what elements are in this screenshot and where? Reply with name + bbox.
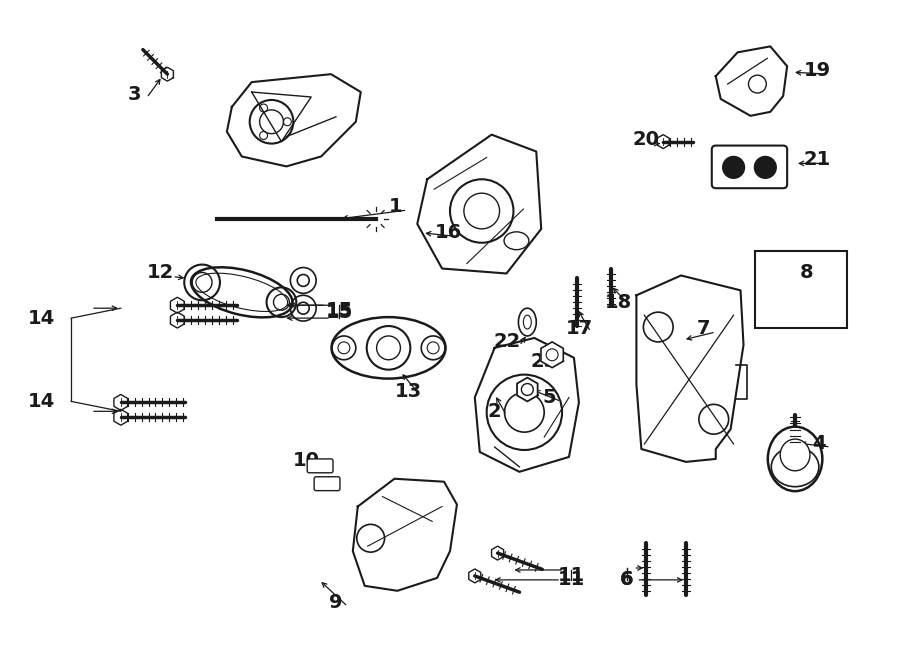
Ellipse shape — [780, 439, 810, 471]
Polygon shape — [353, 479, 457, 591]
Text: 22: 22 — [494, 332, 521, 352]
Text: 9: 9 — [329, 593, 343, 612]
Bar — [755, 251, 847, 328]
Ellipse shape — [768, 427, 823, 491]
Ellipse shape — [518, 308, 536, 336]
Text: 10: 10 — [292, 451, 320, 471]
Text: 8: 8 — [800, 263, 814, 282]
Text: 3: 3 — [128, 85, 141, 104]
Polygon shape — [475, 338, 579, 472]
Text: 6: 6 — [620, 570, 634, 590]
Text: 13: 13 — [395, 382, 422, 401]
Text: 16: 16 — [435, 223, 462, 243]
Ellipse shape — [771, 447, 819, 486]
Text: 1: 1 — [389, 196, 402, 215]
Text: 5: 5 — [543, 388, 556, 407]
Text: 2: 2 — [488, 402, 501, 421]
FancyBboxPatch shape — [307, 459, 333, 473]
Text: 20: 20 — [633, 130, 660, 149]
Text: 15: 15 — [325, 303, 353, 322]
Polygon shape — [541, 342, 563, 368]
Text: 17: 17 — [565, 319, 592, 338]
Text: 18: 18 — [605, 293, 632, 312]
Text: 12: 12 — [147, 263, 174, 282]
Circle shape — [723, 157, 744, 178]
Text: 4: 4 — [812, 434, 825, 453]
Polygon shape — [517, 377, 537, 401]
FancyBboxPatch shape — [712, 145, 788, 188]
Text: 11: 11 — [557, 566, 585, 586]
Text: 6: 6 — [620, 570, 634, 590]
FancyBboxPatch shape — [314, 477, 340, 490]
Text: 23: 23 — [531, 352, 558, 371]
Text: 15: 15 — [325, 301, 353, 320]
Text: 7: 7 — [698, 319, 711, 338]
Text: 19: 19 — [804, 61, 831, 80]
Polygon shape — [418, 135, 541, 274]
Text: 14: 14 — [28, 309, 55, 328]
Text: 21: 21 — [804, 150, 831, 169]
Polygon shape — [716, 46, 788, 116]
Text: 14: 14 — [28, 392, 55, 411]
Text: 11: 11 — [557, 570, 585, 590]
Circle shape — [754, 157, 776, 178]
Polygon shape — [636, 276, 743, 462]
